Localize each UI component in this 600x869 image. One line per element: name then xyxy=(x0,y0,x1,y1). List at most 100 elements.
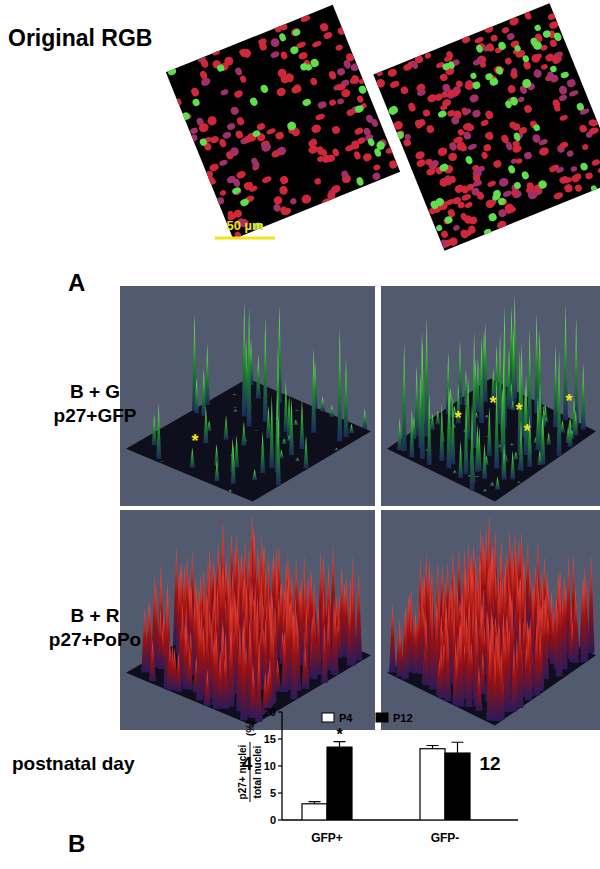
nucleus xyxy=(209,163,220,173)
surface-spike xyxy=(556,579,563,676)
nucleus xyxy=(340,170,349,180)
surface-spike xyxy=(234,435,239,467)
gfp-nucleus xyxy=(239,198,250,208)
cells xyxy=(166,5,400,239)
surface-spike xyxy=(557,351,562,456)
nucleus xyxy=(279,175,289,186)
gfp-nucleus xyxy=(514,44,522,52)
nucleus xyxy=(446,88,456,98)
nucleus xyxy=(532,68,543,79)
nucleus xyxy=(461,35,471,45)
nucleus xyxy=(300,193,312,205)
surface-spike xyxy=(175,652,182,691)
surface-spike xyxy=(159,460,164,462)
nucleus xyxy=(300,14,311,23)
gfp-nucleus xyxy=(302,98,312,107)
nucleus xyxy=(400,85,410,95)
surface-spike xyxy=(516,481,521,483)
surface-spike xyxy=(242,301,247,416)
gfp-nucleus xyxy=(292,28,302,37)
surface-spike xyxy=(475,423,480,471)
nucleus xyxy=(215,196,225,205)
nucleus xyxy=(269,37,281,48)
y-tick-label: 0 xyxy=(270,814,276,826)
surface-spike xyxy=(483,323,488,402)
nucleus xyxy=(467,143,478,151)
nucleus xyxy=(310,138,318,147)
surface-spike xyxy=(450,396,455,464)
surface-spike xyxy=(490,482,495,486)
surface-spike xyxy=(256,355,261,399)
surface-spike xyxy=(276,413,281,485)
nucleus xyxy=(460,212,469,221)
nucleus xyxy=(279,22,288,31)
surface-spike xyxy=(475,666,482,710)
surface-spike xyxy=(255,651,262,722)
gfp-nucleus xyxy=(191,98,200,107)
gfp-nucleus xyxy=(390,105,399,114)
gfp-nucleus xyxy=(469,72,477,80)
nucleus xyxy=(174,98,183,107)
y-tick xyxy=(278,765,282,766)
nucleus xyxy=(511,189,523,200)
gfp-nucleus xyxy=(464,155,473,165)
nucleus xyxy=(573,172,583,181)
surface-spike xyxy=(482,443,487,479)
gfp-nucleus xyxy=(435,224,443,232)
nucleus xyxy=(548,20,559,30)
micrograph-bg xyxy=(373,3,600,250)
surface-spike xyxy=(430,414,435,430)
gfp-nucleus xyxy=(492,189,502,199)
nucleus xyxy=(317,100,328,110)
surface-spike xyxy=(424,317,429,436)
micrograph xyxy=(369,0,600,255)
surface-spike xyxy=(456,622,463,706)
nucleus xyxy=(507,84,517,94)
column-title: postnatal day xyxy=(12,753,135,774)
gfp-nucleus xyxy=(483,228,493,237)
legend-label: P12 xyxy=(393,712,413,724)
row-label: p27+GFP xyxy=(54,405,137,426)
nucleus xyxy=(229,146,240,157)
nucleus xyxy=(308,144,319,154)
nucleus xyxy=(222,131,232,140)
nucleus xyxy=(570,165,578,172)
nucleus xyxy=(350,74,360,85)
scale-bar-label: 50 µm xyxy=(226,218,263,233)
surface-spike xyxy=(157,608,164,669)
nucleus xyxy=(290,84,302,95)
gfp-nucleus xyxy=(249,96,259,107)
surface-spike xyxy=(311,347,316,432)
nucleus xyxy=(392,120,404,132)
gfp-nucleus xyxy=(289,45,299,55)
nucleus xyxy=(270,149,281,159)
surface-spike xyxy=(572,586,579,662)
asterisk: * xyxy=(523,421,530,441)
nucleus xyxy=(340,88,351,99)
fraction-line xyxy=(250,742,251,802)
surface-spike xyxy=(533,625,540,696)
nucleus xyxy=(311,40,322,48)
row-label: p27+PoPo xyxy=(49,629,141,650)
nucleus xyxy=(465,124,475,133)
surface-spike xyxy=(510,450,515,479)
nucleus xyxy=(211,48,221,56)
plot-area xyxy=(302,742,470,820)
surface-spike xyxy=(224,415,229,439)
surface-spike xyxy=(420,340,425,459)
nucleus xyxy=(447,151,458,162)
nucleus xyxy=(245,181,254,189)
surface-spike xyxy=(482,489,487,492)
nucleus xyxy=(523,104,533,114)
nucleus xyxy=(319,22,330,33)
surface-spike xyxy=(457,441,462,442)
surface-spike xyxy=(504,613,511,712)
nucleus xyxy=(487,180,497,188)
surface-spike xyxy=(402,343,407,451)
nucleus xyxy=(270,50,280,59)
surface-spike xyxy=(349,575,356,665)
nucleus xyxy=(336,67,346,77)
gfp-nucleus xyxy=(447,60,455,69)
nucleus xyxy=(424,158,433,166)
gfp-nucleus xyxy=(216,63,225,72)
